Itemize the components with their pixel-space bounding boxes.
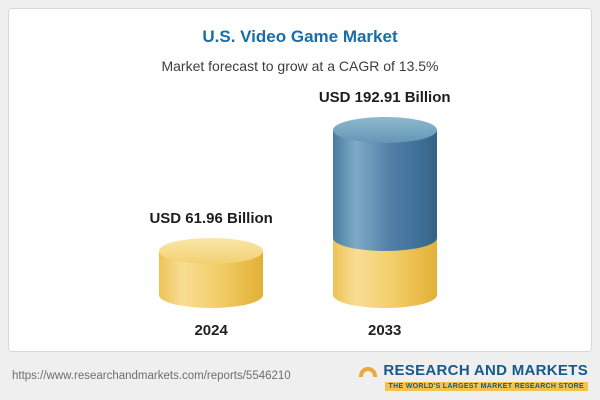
cylinder-top-cap <box>159 238 264 264</box>
footer: https://www.researchandmarkets.com/repor… <box>0 352 600 400</box>
research-and-markets-logo: RESEARCH AND MARKETS THE WORLD'S LARGEST… <box>359 362 588 391</box>
report-url[interactable]: https://www.researchandmarkets.com/repor… <box>12 370 291 382</box>
cylinder-body-blue <box>332 130 437 251</box>
chart-card: U.S. Video Game Market Market forecast t… <box>8 8 592 352</box>
bar-2033: USD 192.91 Billion 2033 <box>319 89 451 339</box>
cylinder-2033 <box>332 117 437 308</box>
logo-text: RESEARCH AND MARKETS <box>383 361 588 379</box>
axis-label-2024: 2024 <box>194 322 228 339</box>
value-label-2024: USD 61.96 Billion <box>149 210 273 227</box>
logo-arc-icon <box>359 366 378 377</box>
chart-title: U.S. Video Game Market <box>202 27 398 46</box>
cylinder-2024 <box>159 238 264 308</box>
chart-subtitle: Market forecast to grow at a CAGR of 13.… <box>161 58 439 74</box>
cylinder-top-cap <box>332 117 437 143</box>
chart-plot-area: USD 61.96 Billion 2024 USD 192.91 Billio… <box>9 74 591 351</box>
value-label-2033: USD 192.91 Billion <box>318 89 451 106</box>
axis-label-2033: 2033 <box>368 322 402 339</box>
bar-2024: USD 61.96 Billion 2024 <box>149 210 272 339</box>
logo-tagline: THE WORLD'S LARGEST MARKET RESEARCH STOR… <box>384 381 588 391</box>
